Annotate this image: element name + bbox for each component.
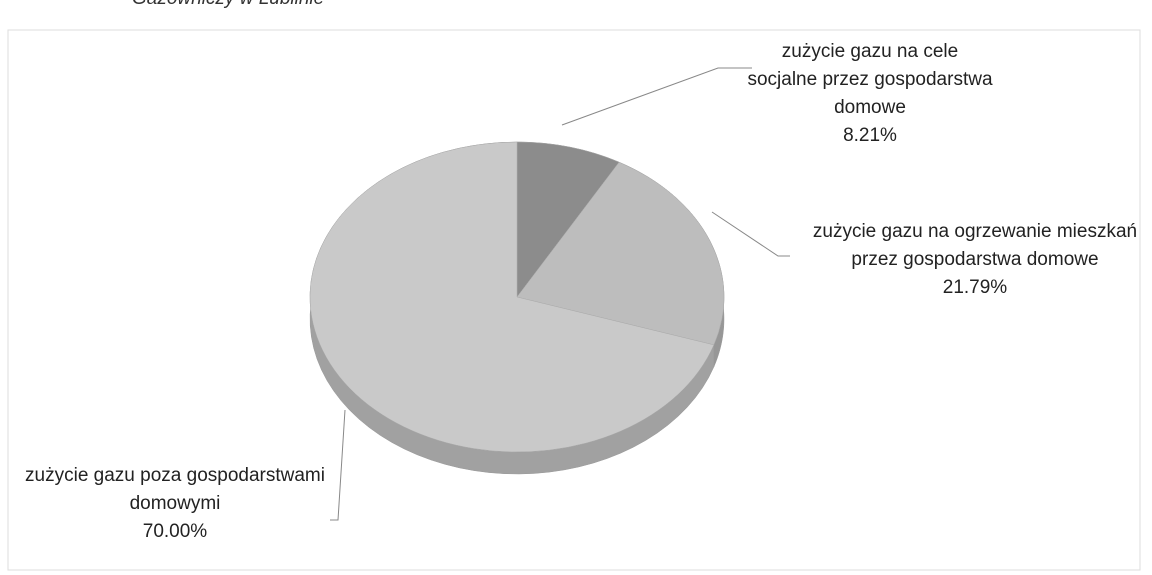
category-label: zużycie gazu poza gospodarstwami domowym… [25, 465, 325, 514]
value-label: 70.00% [142, 521, 208, 542]
leader-line [561, 67, 752, 126]
category-label: zużycie gazu na cele socjalne przez gosp… [747, 41, 993, 118]
slice [309, 141, 715, 453]
data-label: zużycie gazu na ogrzewanie mieszkań prze… [810, 218, 1140, 302]
data-label: zużycie gazu poza gospodarstwami domowym… [10, 462, 340, 546]
slice [516, 141, 620, 298]
data-label: zużycie gazu na cele socjalne przez gosp… [745, 38, 995, 150]
leader-line [330, 409, 346, 521]
slice [516, 161, 725, 346]
chart-frame [7, 29, 1141, 571]
caption: Gazowniczy w Lublinie [132, 0, 324, 10]
value-label: 8.21% [843, 125, 897, 146]
category-label: zużycie gazu na ogrzewanie mieszkań prze… [812, 221, 1138, 270]
leader-line [711, 211, 790, 257]
value-label: 21.79% [942, 277, 1008, 298]
